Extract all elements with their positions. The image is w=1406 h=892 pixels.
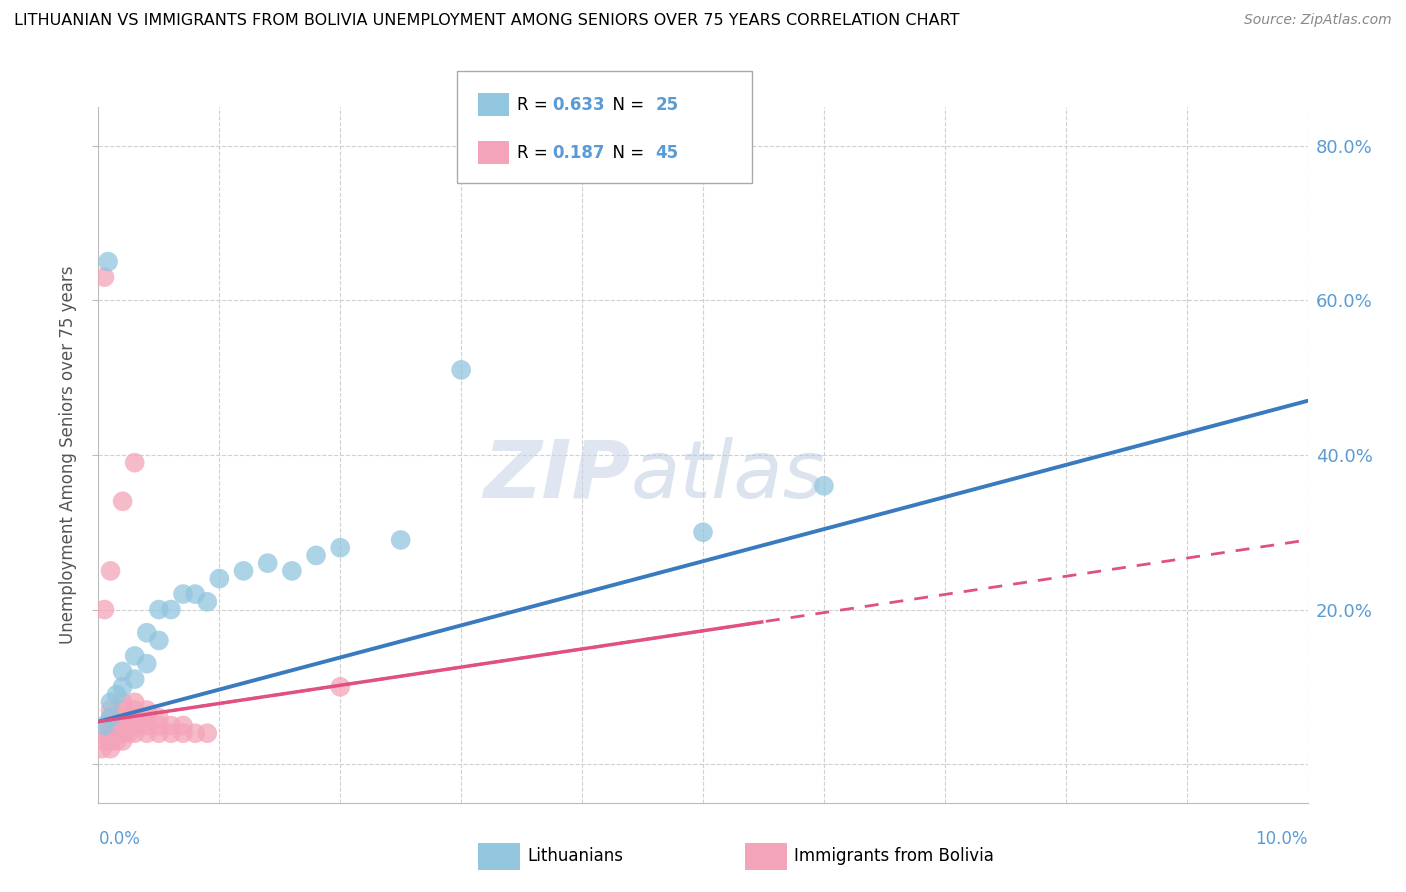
Point bbox=[111, 734, 134, 748]
Point bbox=[91, 741, 114, 756]
Point bbox=[97, 254, 120, 268]
Point bbox=[184, 726, 207, 740]
Point bbox=[111, 680, 134, 694]
Text: 25: 25 bbox=[655, 95, 678, 113]
Point bbox=[124, 726, 146, 740]
Point bbox=[100, 703, 122, 717]
Point bbox=[93, 718, 115, 732]
Point bbox=[93, 734, 115, 748]
Point bbox=[232, 564, 254, 578]
Point bbox=[105, 726, 128, 740]
Point bbox=[93, 270, 115, 285]
Point bbox=[281, 564, 304, 578]
Point bbox=[124, 456, 146, 470]
Text: Immigrants from Bolivia: Immigrants from Bolivia bbox=[794, 847, 994, 865]
Text: R =: R = bbox=[517, 95, 554, 113]
Point bbox=[160, 718, 183, 732]
Text: N =: N = bbox=[602, 144, 650, 161]
Text: 0.0%: 0.0% bbox=[98, 830, 141, 847]
Point bbox=[100, 718, 122, 732]
Point bbox=[329, 541, 352, 555]
Text: ZIP: ZIP bbox=[484, 437, 630, 515]
Point bbox=[172, 587, 194, 601]
Point bbox=[124, 703, 146, 717]
Point bbox=[195, 726, 218, 740]
Text: 0.633: 0.633 bbox=[553, 95, 605, 113]
Point bbox=[100, 695, 122, 709]
Point bbox=[172, 718, 194, 732]
Point bbox=[100, 564, 122, 578]
Point bbox=[93, 602, 115, 616]
Point bbox=[111, 718, 134, 732]
Point bbox=[124, 718, 146, 732]
Text: R =: R = bbox=[517, 144, 554, 161]
Point bbox=[135, 718, 157, 732]
Point bbox=[148, 718, 170, 732]
Point bbox=[305, 549, 328, 563]
Point bbox=[105, 688, 128, 702]
Point bbox=[100, 711, 122, 725]
Point bbox=[111, 711, 134, 725]
Text: 10.0%: 10.0% bbox=[1256, 830, 1308, 847]
Point bbox=[129, 718, 152, 732]
Point bbox=[692, 525, 714, 540]
Point bbox=[105, 734, 128, 748]
Text: atlas: atlas bbox=[630, 437, 825, 515]
Point bbox=[160, 602, 183, 616]
Point bbox=[105, 718, 128, 732]
Point bbox=[195, 595, 218, 609]
Point bbox=[256, 556, 278, 570]
Point bbox=[124, 672, 146, 686]
Text: 0.187: 0.187 bbox=[553, 144, 605, 161]
Point bbox=[100, 711, 122, 725]
Point bbox=[100, 726, 122, 740]
Point bbox=[160, 726, 183, 740]
Point bbox=[148, 726, 170, 740]
Point bbox=[111, 494, 134, 508]
Point bbox=[135, 625, 157, 640]
Point bbox=[135, 726, 157, 740]
Point bbox=[208, 572, 231, 586]
Point bbox=[100, 741, 122, 756]
Point bbox=[118, 711, 141, 725]
Point bbox=[450, 363, 472, 377]
Point bbox=[111, 703, 134, 717]
Point bbox=[148, 602, 170, 616]
Point bbox=[184, 587, 207, 601]
Point bbox=[111, 695, 134, 709]
Text: Lithuanians: Lithuanians bbox=[527, 847, 623, 865]
Point bbox=[172, 726, 194, 740]
Point bbox=[135, 703, 157, 717]
Point bbox=[124, 648, 146, 663]
Y-axis label: Unemployment Among Seniors over 75 years: Unemployment Among Seniors over 75 years bbox=[59, 266, 77, 644]
Point bbox=[124, 695, 146, 709]
Point bbox=[813, 479, 835, 493]
Point bbox=[111, 726, 134, 740]
Point bbox=[135, 711, 157, 725]
Point bbox=[118, 726, 141, 740]
Text: Source: ZipAtlas.com: Source: ZipAtlas.com bbox=[1244, 13, 1392, 28]
Point bbox=[148, 711, 170, 725]
Text: N =: N = bbox=[602, 95, 650, 113]
Point bbox=[124, 711, 146, 725]
Point bbox=[148, 633, 170, 648]
Point bbox=[135, 657, 157, 671]
Point bbox=[329, 680, 352, 694]
Text: LITHUANIAN VS IMMIGRANTS FROM BOLIVIA UNEMPLOYMENT AMONG SENIORS OVER 75 YEARS C: LITHUANIAN VS IMMIGRANTS FROM BOLIVIA UN… bbox=[14, 13, 959, 29]
Point bbox=[93, 726, 115, 740]
Point bbox=[111, 665, 134, 679]
Text: 45: 45 bbox=[655, 144, 678, 161]
Point bbox=[389, 533, 412, 547]
Point bbox=[100, 734, 122, 748]
